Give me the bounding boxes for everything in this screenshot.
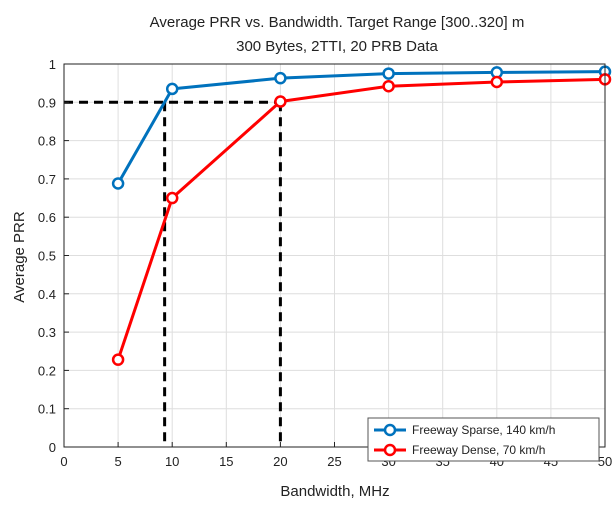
y-tick-label: 0 [49, 440, 56, 455]
y-tick-label: 0.1 [38, 402, 56, 417]
legend-label-dense: Freeway Dense, 70 km/h [412, 443, 545, 457]
y-tick-label: 1 [49, 57, 56, 72]
x-tick-label: 50 [598, 454, 612, 469]
tick-labels: 0510152025303540455000.10.20.30.40.50.60… [38, 57, 612, 469]
reference-lines [64, 100, 282, 447]
series-line [116, 77, 606, 361]
grid [64, 64, 605, 447]
y-tick-label: 0.2 [38, 363, 56, 378]
x-tick-label: 20 [273, 454, 287, 469]
x-axis-label: Bandwidth, MHz [280, 483, 389, 500]
data-point [382, 67, 395, 80]
y-axis-label: Average PRR [11, 211, 28, 303]
chart-subtitle: 300 Bytes, 2TTI, 20 PRB Data [236, 38, 438, 55]
y-tick-label: 0.9 [38, 95, 56, 110]
x-tick-label: 10 [165, 454, 179, 469]
data-point [274, 95, 287, 108]
x-tick-label: 5 [114, 454, 121, 469]
data-point [165, 82, 179, 96]
legend-box [367, 417, 600, 462]
series-line [116, 70, 606, 185]
legend: Freeway Sparse, 140 km/h Freeway Dense, … [367, 417, 600, 462]
data-point [382, 79, 395, 93]
x-tick-label: 25 [327, 454, 341, 469]
x-tick-label: 15 [219, 454, 233, 469]
data-point [165, 191, 179, 205]
y-tick-label: 0.3 [38, 325, 56, 340]
series-layer [111, 65, 612, 366]
data-point [111, 177, 125, 190]
y-tick-label: 0.5 [38, 249, 56, 264]
series-1 [111, 73, 612, 366]
y-tick-label: 0.4 [38, 287, 56, 302]
data-point [274, 71, 287, 85]
legend-marker-sparse [383, 423, 397, 437]
data-point [111, 353, 125, 366]
chart-title: Average PRR vs. Bandwidth. Target Range … [150, 14, 525, 31]
y-tick-label: 0.7 [38, 172, 56, 187]
x-tick-label: 0 [60, 454, 67, 469]
y-tick-label: 0.8 [38, 134, 56, 149]
legend-label-sparse: Freeway Sparse, 140 km/h [412, 423, 555, 437]
data-point [490, 75, 504, 89]
y-tick-label: 0.6 [38, 210, 56, 225]
legend-marker-dense [383, 443, 397, 457]
